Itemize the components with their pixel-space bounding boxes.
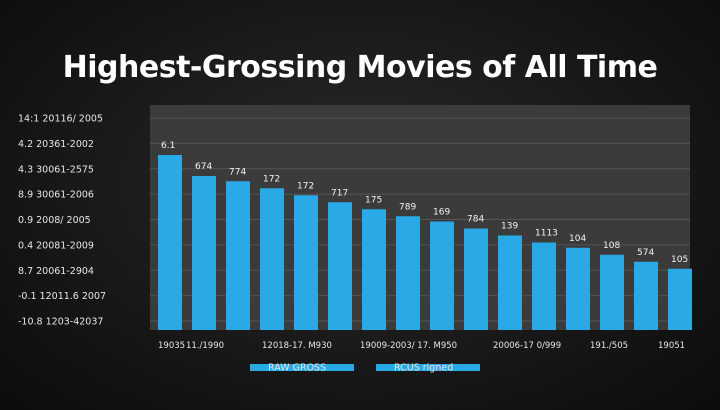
x-axis-ticks: 19035 11./1990 12018-17. M930 19009-2003/ 1… — [158, 341, 685, 351]
y-tick-label: 8.7 20061-2904 — [18, 266, 94, 277]
bar — [498, 235, 522, 330]
y-tick-label: 4.2 20361-2002 — [18, 139, 94, 150]
bar — [362, 209, 386, 330]
y-tick-label: -10.8 1203-42037 — [18, 317, 103, 328]
bars-group — [158, 155, 692, 330]
data-label: 139 — [501, 222, 518, 232]
y-axis-ticks: 14:1 20116/ 2005 4.2 20361-2002 4.3 30061-… — [18, 114, 106, 328]
data-label: 574 — [637, 248, 654, 258]
legend-label: RAW GROSS — [268, 363, 326, 374]
x-tick-label: 19035 — [158, 341, 185, 351]
bar — [328, 202, 352, 330]
bar — [158, 155, 182, 330]
data-label: 717 — [331, 188, 348, 198]
bar — [600, 254, 624, 330]
data-label: 1113 — [535, 229, 558, 239]
bar — [294, 195, 318, 330]
bar — [430, 221, 454, 330]
y-tick-label: 8.9 30061-2006 — [18, 190, 94, 201]
x-tick-label: 191./505 — [590, 341, 628, 351]
data-label: 175 — [365, 195, 382, 205]
legend-swatch — [250, 364, 354, 371]
y-tick-label: 4.3 30061-2575 — [18, 164, 94, 175]
bar — [192, 176, 216, 330]
data-label: 789 — [399, 202, 416, 212]
data-label: 784 — [467, 215, 484, 225]
x-tick-label: 20006-17 0/999 — [493, 341, 561, 351]
x-tick-label: 11./1990 — [186, 341, 224, 351]
bar — [226, 181, 250, 330]
bar — [532, 242, 556, 330]
data-label: 674 — [195, 162, 212, 172]
y-tick-label: -0.1 12011.6 2007 — [18, 291, 106, 302]
x-tick-label: 19009-2003/ 17. M950 — [360, 341, 457, 351]
data-label: 172 — [263, 174, 280, 184]
bar — [396, 216, 420, 330]
data-label: 105 — [671, 255, 688, 265]
data-label: 169 — [433, 208, 450, 218]
bar — [668, 268, 692, 330]
data-labels-group: 6.1 674 774 172 172 717 175 789 169 784 139 1113 104… — [161, 141, 688, 265]
chart-title: Highest-Grossing Movies of All Time — [62, 50, 658, 85]
data-label: 6.1 — [161, 141, 175, 151]
y-tick-label: 0.4 20081-2009 — [18, 240, 94, 251]
bar — [634, 261, 658, 330]
data-label: 104 — [569, 234, 586, 244]
y-tick-label: 14:1 20116/ 2005 — [18, 114, 103, 125]
bar — [566, 247, 590, 330]
legend: RAW GROSS RCUS rigned — [250, 363, 480, 374]
data-label: 172 — [297, 181, 314, 191]
x-tick-label: 12018-17. M930 — [262, 341, 332, 351]
data-label: 108 — [603, 241, 620, 251]
legend-label: RCUS rigned — [394, 363, 453, 374]
y-tick-label: 0.9 2008/ 2005 — [18, 215, 91, 226]
x-tick-label: 19051 — [658, 341, 685, 351]
bar — [260, 188, 284, 330]
legend-swatch — [376, 364, 480, 371]
data-label: 774 — [229, 167, 246, 177]
bar — [464, 228, 488, 330]
